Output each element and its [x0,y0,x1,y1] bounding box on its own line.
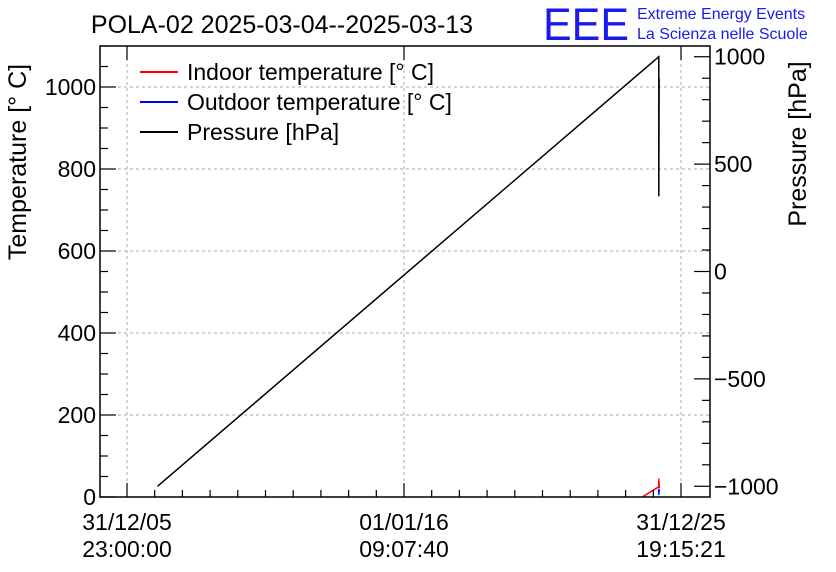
x-tick-label-time: 23:00:00 [82,536,172,562]
y-tick-label: 1000 [45,74,96,100]
x-tick-label-date: 31/12/25 [636,509,726,535]
eee-logo: EEE Extreme Energy Events La Scienza nel… [543,0,808,50]
y-axis-label: Temperature [° C] [4,64,32,260]
y2-tick-label: 500 [714,151,752,177]
series-line-2 [157,55,660,487]
chart-title: POLA-02 2025-03-04--2025-03-13 [91,11,473,39]
series-lines [157,55,661,498]
logo-line-1: Extreme Energy Events [637,6,805,23]
y2-tick-label: 0 [714,259,727,285]
y-tick-label: 0 [83,484,96,510]
legend-label-1: Outdoor temperature [° C] [187,89,452,115]
y2-axis-label: Pressure [hPa] [784,61,812,226]
x-tick-label-time: 09:07:40 [359,536,449,562]
y-tick-label: 800 [58,156,96,182]
legend: Indoor temperature [° C] Outdoor temperat… [140,59,452,145]
x-tick-label-date: 31/12/05 [82,509,172,535]
y-tick-label: 400 [58,320,96,346]
x-tick-label-time: 19:15:21 [636,536,726,562]
y-tick-label: 200 [58,402,96,428]
series-line-1 [658,488,661,495]
logo-line-2: La Scienza nelle Scuole [637,26,808,43]
series-line-0 [641,478,661,498]
legend-label-0: Indoor temperature [° C] [187,59,434,85]
legend-label-2: Pressure [hPa] [187,119,339,145]
x-tick-label-date: 01/01/16 [359,509,449,535]
y2-tick-label: 1000 [714,44,765,70]
y-tick-label: 600 [58,238,96,264]
y2-tick-label: −500 [714,366,766,392]
eee-logo-mark: EEE [543,0,629,50]
y2-tick-label: −1000 [714,473,779,499]
